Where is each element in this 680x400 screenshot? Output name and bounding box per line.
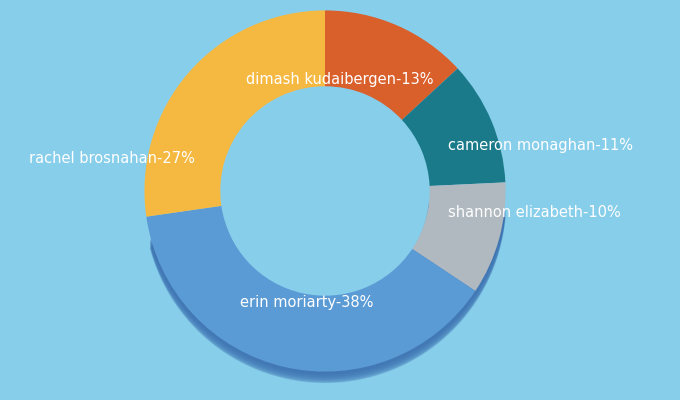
Polygon shape (150, 208, 505, 380)
Wedge shape (325, 10, 458, 120)
Wedge shape (144, 10, 325, 217)
Polygon shape (150, 207, 505, 378)
Wedge shape (412, 182, 505, 291)
Text: dimash kudaibergen-13%: dimash kudaibergen-13% (245, 72, 433, 86)
Text: rachel brosnahan-27%: rachel brosnahan-27% (29, 151, 195, 166)
Wedge shape (146, 206, 475, 372)
Polygon shape (150, 202, 505, 373)
Polygon shape (150, 203, 505, 375)
Polygon shape (150, 210, 505, 381)
Text: shannon elizabeth-10%: shannon elizabeth-10% (448, 205, 621, 220)
Text: erin moriarty-38%: erin moriarty-38% (240, 296, 373, 310)
Wedge shape (402, 68, 505, 186)
Polygon shape (150, 204, 505, 376)
Text: cameron monaghan-11%: cameron monaghan-11% (448, 138, 633, 153)
Polygon shape (150, 211, 505, 382)
Polygon shape (150, 206, 505, 377)
